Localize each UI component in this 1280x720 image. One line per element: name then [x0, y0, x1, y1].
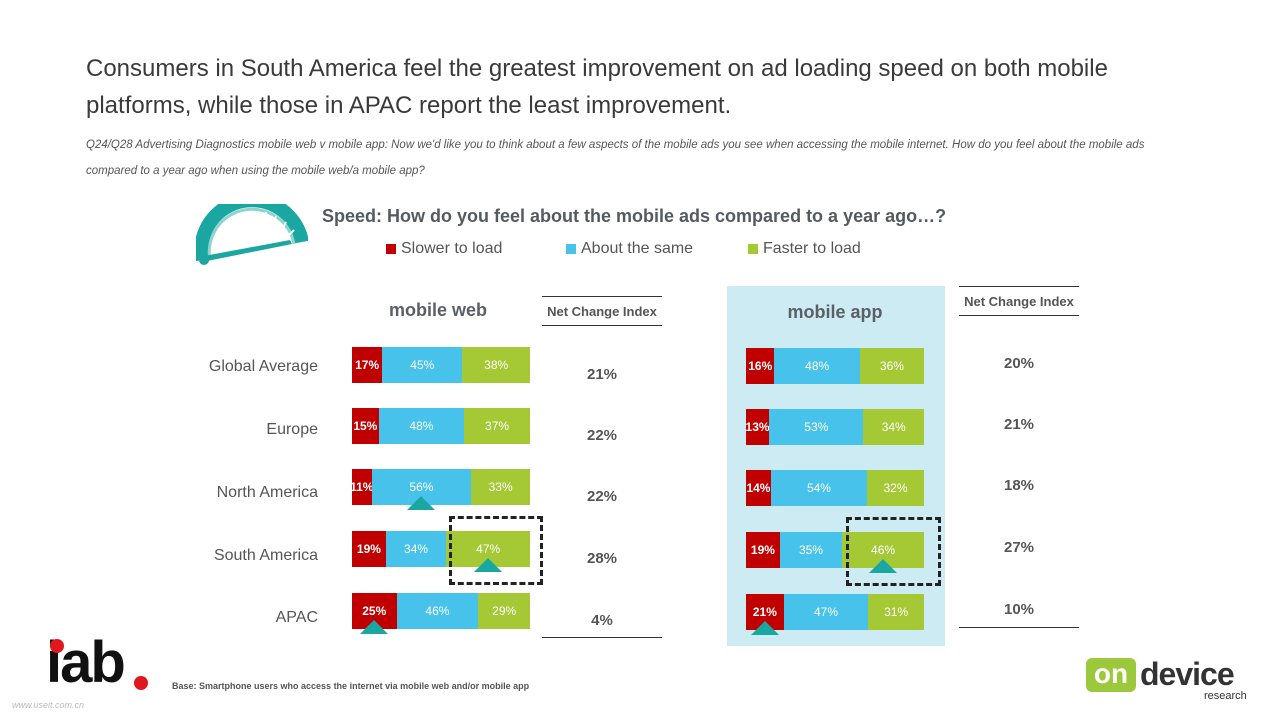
bar-segment-faster-mobile-app-europe: 34%: [863, 409, 924, 445]
iab-logo-dot: [50, 639, 64, 653]
index-bottom-rule-app: [959, 627, 1079, 628]
bar-segment-same-mobile-app-global-average: 48%: [774, 348, 860, 384]
net-change-index-mobile-app-north-america: 18%: [1003, 477, 1035, 494]
bar-segment-slower-mobile-app-south-america: 19%: [746, 532, 780, 568]
index-bottom-rule-web: [542, 637, 662, 638]
bar-segment-faster-mobile-web-europe: 37%: [464, 408, 530, 444]
bar-segment-slower-mobile-app-north-america: 14%: [746, 470, 771, 506]
bar-mobile-app-europe: 13% 53% 34%: [746, 409, 924, 445]
legend-label-slower: Slower to load: [401, 240, 503, 257]
legend-item-slower: Slower to load: [386, 240, 502, 258]
net-change-index-header-web: Net Change Index: [542, 296, 662, 326]
panel-title-mobile-app: mobile app: [787, 302, 883, 322]
ondevice-logo-device: device: [1140, 656, 1235, 692]
bar-segment-slower-mobile-web-south-america: 19%: [352, 531, 386, 567]
net-change-index-mobile-app-global-average: 20%: [1003, 355, 1035, 372]
legend-swatch-same: [566, 244, 576, 254]
panel-title-mobile-web: mobile web: [388, 300, 487, 320]
triangle-marker-icon: [407, 496, 436, 510]
highlight-box-mobile-app-south-america: [846, 517, 941, 586]
bar-segment-same-mobile-app-apac: 47%: [783, 594, 869, 630]
bar-mobile-app-north-america: 14% 54% 32%: [746, 470, 924, 506]
legend-swatch-slower: [386, 244, 396, 254]
bar-segment-slower-mobile-web-north-america: 11%: [350, 469, 373, 505]
mobile-app-panel-background: [727, 286, 945, 646]
bar-segment-same-mobile-app-europe: 53%: [769, 409, 864, 445]
bar-segment-same-mobile-web-south-america: 34%: [385, 531, 447, 567]
bar-mobile-web-apac: 25% 46% 29%: [352, 593, 530, 629]
bar-segment-same-mobile-web-europe: 48%: [378, 408, 465, 444]
headline: Consumers in South America feel the grea…: [86, 55, 1108, 119]
watermark: www.useit.com.cn: [12, 700, 85, 710]
net-change-index-mobile-web-global-average: 21%: [586, 366, 618, 383]
bar-segment-slower-mobile-app-global-average: 16%: [746, 348, 775, 384]
highlight-box-mobile-web-south-america: [449, 516, 543, 585]
net-change-index-mobile-app-europe: 21%: [1003, 416, 1035, 433]
bar-mobile-web-north-america: 11% 56% 33%: [350, 469, 530, 505]
bar-segment-faster-mobile-web-global-average: 38%: [462, 347, 530, 383]
bar-mobile-app-apac: 21% 47% 31%: [746, 594, 924, 630]
bar-segment-same-mobile-app-north-america: 54%: [770, 470, 868, 506]
bar-segment-slower-mobile-app-europe: 13%: [746, 409, 770, 445]
category-label-south-america: South America: [213, 547, 318, 564]
bar-mobile-web-europe: 15% 48% 37%: [352, 408, 530, 444]
legend-item-same: About the same: [566, 240, 693, 258]
triangle-marker-icon: [474, 558, 503, 572]
chart-title: Speed: How do you feel about the mobile …: [322, 206, 947, 226]
legend-label-same: About the same: [581, 240, 694, 257]
net-change-index-header-app: Net Change Index: [959, 286, 1079, 316]
net-change-index-mobile-app-south-america: 27%: [1003, 539, 1035, 556]
legend-swatch-faster: [748, 244, 758, 254]
legend: Slower to load About the same Faster to …: [386, 240, 946, 260]
category-label-north-america: North America: [216, 484, 318, 501]
speedometer-icon: [196, 204, 308, 265]
bar-segment-faster-mobile-app-global-average: 36%: [859, 348, 924, 384]
base-note: Base: Smartphone users who access the in…: [172, 681, 530, 691]
bar-segment-faster-mobile-web-apac: 29%: [478, 593, 530, 629]
triangle-marker-icon: [360, 620, 389, 634]
net-change-index-mobile-app-apac: 10%: [1003, 601, 1035, 618]
legend-label-faster: Faster to load: [763, 240, 861, 257]
ondevice-research-logo: on device research: [1086, 656, 1256, 702]
legend-item-faster: Faster to load: [748, 240, 861, 258]
net-change-index-mobile-web-south-america: 28%: [586, 550, 618, 567]
net-change-index-mobile-web-apac: 4%: [591, 612, 613, 629]
bar-segment-same-mobile-web-apac: 46%: [396, 593, 479, 629]
ondevice-logo-research: research: [1204, 690, 1247, 702]
ondevice-logo-on: on: [1086, 658, 1136, 692]
iab-logo-period: [134, 676, 148, 690]
bar-mobile-web-global-average: 17% 45% 38%: [352, 347, 530, 383]
bar-segment-slower-mobile-web-europe: 15%: [352, 408, 379, 444]
bar-segment-faster-mobile-app-north-america: 32%: [867, 470, 924, 506]
bar-mobile-web-south-america: 19% 34% 47%: [352, 531, 530, 567]
bar-mobile-app-global-average: 16% 48% 36%: [746, 348, 924, 384]
category-label-europe: Europe: [266, 421, 318, 438]
triangle-marker-icon: [750, 621, 779, 635]
bar-segment-same-mobile-app-south-america: 35%: [779, 532, 843, 568]
category-label-global-average: Global Average: [208, 358, 318, 375]
bar-mobile-app-south-america: 19% 35% 46%: [746, 532, 924, 568]
triangle-marker-icon: [869, 559, 898, 573]
bar-segment-slower-mobile-web-global-average: 17%: [352, 347, 383, 383]
bar-segment-faster-mobile-web-north-america: 33%: [471, 469, 530, 505]
category-label-apac: APAC: [275, 609, 318, 626]
net-change-index-mobile-web-europe: 22%: [586, 427, 618, 444]
survey-question: Q24/Q28 Advertising Diagnostics mobile w…: [86, 139, 1145, 177]
bar-segment-same-mobile-web-global-average: 45%: [382, 347, 463, 383]
bar-segment-faster-mobile-app-apac: 31%: [868, 594, 924, 630]
net-change-index-mobile-web-north-america: 22%: [586, 488, 618, 505]
